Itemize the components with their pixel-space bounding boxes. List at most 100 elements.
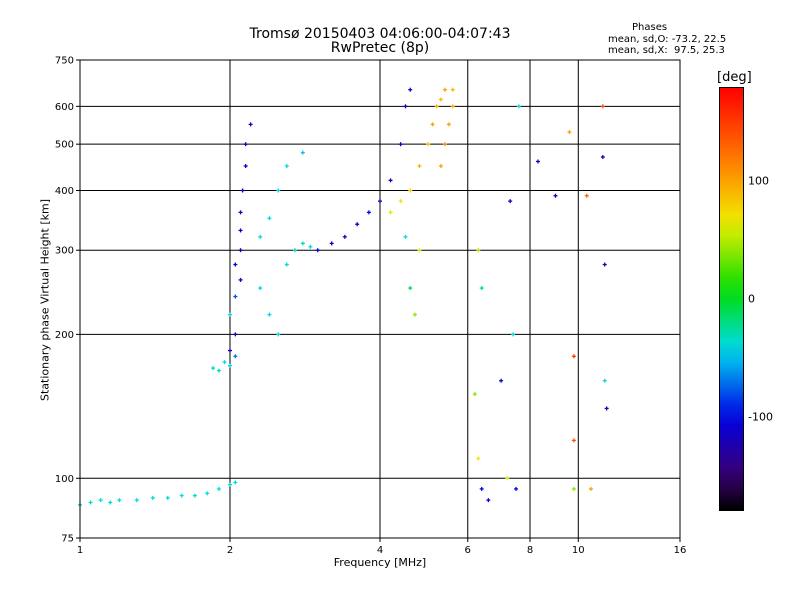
data-point <box>211 366 216 371</box>
data-point <box>329 241 334 246</box>
data-point <box>98 498 103 503</box>
data-point <box>233 332 238 337</box>
x-axis-label: Frequency [MHz] <box>333 556 427 569</box>
grid <box>80 60 680 538</box>
data-point <box>222 360 227 365</box>
y-tick-label: 400 <box>55 186 74 197</box>
data-point <box>88 500 93 505</box>
data-point <box>248 122 253 127</box>
data-point <box>240 188 245 193</box>
data-point <box>426 142 431 147</box>
data-point <box>388 210 393 215</box>
data-point <box>472 392 477 397</box>
phase-stats-x: mean, sd,X: 97.5, 25.3 <box>608 45 725 56</box>
data-point <box>588 486 593 491</box>
colorbar-tick-label: -100 <box>748 410 773 424</box>
data-point <box>403 104 408 109</box>
data-point <box>584 193 589 198</box>
data-point <box>366 210 371 215</box>
chart-title: Tromsø 20150403 04:06:00-04:07:43 <box>249 26 511 42</box>
y-tick-label: 200 <box>55 330 74 341</box>
data-point <box>442 87 447 92</box>
data-point <box>438 164 443 169</box>
data-point <box>292 248 297 253</box>
data-point <box>398 199 403 204</box>
data-point <box>571 354 576 359</box>
colorbar <box>719 87 744 511</box>
y-axis-label: Stationary phase Virtual Height [km] <box>38 198 52 402</box>
x-tick-label: 2 <box>227 545 233 556</box>
data-point <box>450 87 455 92</box>
x-tick-label: 10 <box>572 545 585 556</box>
data-point <box>258 234 263 239</box>
data-point <box>600 104 605 109</box>
data-point <box>308 244 313 249</box>
data-point <box>233 480 238 485</box>
data-point <box>258 286 263 291</box>
x-tick-label: 16 <box>674 545 687 556</box>
y-tick-label: 300 <box>55 246 74 257</box>
data-point <box>228 312 232 317</box>
phase-stats-heading: Phases <box>632 22 668 33</box>
data-point <box>602 378 607 383</box>
data-point <box>553 193 558 198</box>
data-point <box>284 164 289 169</box>
data-point <box>216 368 221 373</box>
data-point <box>412 312 417 317</box>
data-point <box>233 294 238 299</box>
data-point <box>276 188 281 193</box>
data-point <box>315 248 320 253</box>
data-point <box>505 476 510 481</box>
data-point <box>134 498 139 503</box>
data-point <box>216 486 221 491</box>
y-tick-label: 600 <box>55 102 74 113</box>
colorbar-label: [deg] <box>717 70 752 85</box>
data-point <box>417 164 422 169</box>
data-point <box>511 332 516 337</box>
data-point <box>450 104 455 109</box>
data-point <box>243 164 248 169</box>
data-point <box>508 199 513 204</box>
data-point <box>499 378 504 383</box>
data-point <box>243 142 248 147</box>
data-point <box>408 188 413 193</box>
data-point <box>571 486 576 491</box>
data-point <box>238 228 243 233</box>
data-point <box>228 363 232 368</box>
data-point <box>417 248 422 253</box>
data-point <box>238 277 243 282</box>
data-point <box>442 142 447 147</box>
colorbar-tick-label: 0 <box>748 292 755 306</box>
data-points <box>78 87 609 507</box>
data-point <box>238 248 243 253</box>
data-point <box>403 234 408 239</box>
data-point <box>602 262 607 267</box>
data-point <box>600 155 605 160</box>
data-point <box>179 493 184 498</box>
data-point <box>342 234 347 239</box>
data-point <box>434 104 439 109</box>
data-point <box>192 493 197 498</box>
data-point <box>446 122 451 127</box>
data-point <box>378 199 382 204</box>
phase-stats-o: mean, sd,O: -73.2, 22.5 <box>608 34 727 45</box>
data-point <box>408 87 413 92</box>
data-point <box>430 122 435 127</box>
data-point <box>486 498 491 503</box>
x-tick-label: 6 <box>465 545 471 556</box>
data-point <box>388 178 393 183</box>
data-point <box>438 97 443 102</box>
data-point <box>408 286 413 291</box>
data-point <box>476 456 481 461</box>
data-point <box>476 248 481 253</box>
data-point <box>398 142 403 147</box>
data-point <box>165 495 170 500</box>
x-tick-label: 4 <box>377 545 383 556</box>
data-point <box>238 210 243 215</box>
data-point <box>233 262 238 267</box>
x-tick-label: 8 <box>527 545 533 556</box>
data-point <box>355 222 360 227</box>
colorbar-tick-label: 100 <box>748 174 769 188</box>
data-point <box>117 498 122 503</box>
